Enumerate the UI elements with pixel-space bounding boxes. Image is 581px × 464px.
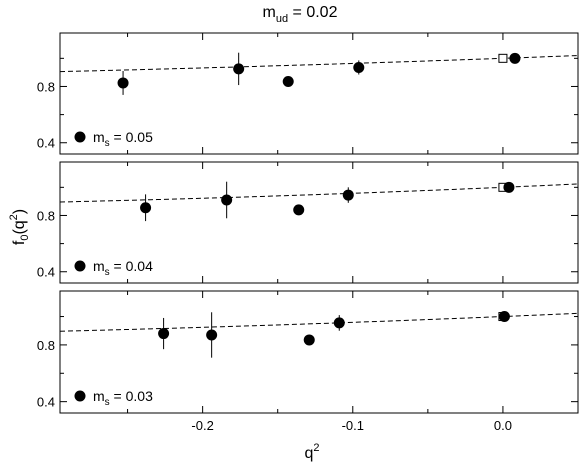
panel-1: 0.4 0.8 ms = 0.05 [37, 32, 579, 155]
panel-3: -0.2 -0.1 0.0 0.4 0.8 ms = 0.03 [37, 290, 579, 433]
y-axis-title-pre: f [11, 240, 28, 245]
chart-title-sub: ud [276, 13, 288, 25]
panel-3-y-tick-label: 0.4 [37, 395, 55, 410]
panel-3-data-point [498, 311, 510, 323]
panel-1-y-tick-label: 0.4 [37, 136, 55, 151]
panel-2-legend-marker [74, 260, 86, 272]
panel-1-open-point [498, 53, 508, 63]
panel-2-data-point [293, 204, 305, 216]
chart-title-main: m [263, 4, 276, 21]
panel-3-data-point [303, 334, 315, 346]
panel-3-frame [59, 290, 579, 414]
panel-3-data-point [206, 329, 218, 341]
panel-3-legend-label: ms = 0.03 [93, 388, 153, 408]
panel-2-y-tick-label: 0.8 [37, 208, 55, 223]
panel-2-frame [59, 161, 579, 284]
y-axis-title-sub: 0 [19, 235, 31, 241]
panel-1-data-point [117, 77, 129, 89]
panel-2-data-point [140, 202, 152, 214]
panel-3-data-point [158, 328, 170, 340]
chart-title: mud = 0.02 [263, 4, 338, 25]
panel-3-legend-marker [74, 390, 86, 402]
panel-2: 0.4 0.8 ms = 0.04 [37, 161, 579, 284]
panel-2-data-point [221, 194, 233, 206]
x-tick-label: 0.0 [494, 418, 512, 433]
panel-1-legend-label: ms = 0.05 [93, 129, 153, 149]
panel-1-data-point [509, 52, 521, 64]
panel-2-legend-label: ms = 0.04 [93, 258, 153, 278]
x-tick-label: -0.2 [191, 418, 213, 433]
panel-1-data-point [282, 76, 294, 88]
panel-3-y-tick-label: 0.8 [37, 338, 55, 353]
panel-1-frame [59, 32, 579, 155]
panel-3-fit-curve [59, 312, 579, 332]
x-tick-label: -0.1 [342, 418, 364, 433]
x-axis-title: q2 [304, 442, 319, 462]
panel-2-data-point [503, 181, 515, 193]
y-axis-title-mid: (q [11, 220, 28, 234]
panel-1-data-point [233, 63, 245, 75]
panel-2-fit-curve [59, 183, 579, 203]
panel-3-data-point [333, 317, 345, 329]
panel-2-data-point [342, 189, 354, 201]
panel-1-y-tick-label: 0.8 [37, 79, 55, 94]
x-axis-title-sup: 2 [313, 442, 319, 454]
x-axis-title-main: q [304, 445, 313, 462]
chart-title-rest: = 0.02 [288, 4, 337, 21]
y-axis-title-sup: 2 [8, 214, 20, 220]
y-axis-title: f0(q2) [8, 209, 31, 245]
y-axis-title-post: ) [11, 209, 28, 214]
panel-1-legend-marker [74, 131, 86, 143]
panel-2-y-tick-label: 0.4 [37, 265, 55, 280]
panel-1-fit-curve [59, 55, 579, 73]
panel-1-data-point [353, 61, 365, 73]
